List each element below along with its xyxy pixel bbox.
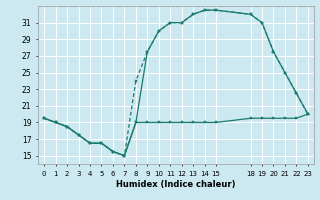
X-axis label: Humidex (Indice chaleur): Humidex (Indice chaleur) bbox=[116, 180, 236, 189]
